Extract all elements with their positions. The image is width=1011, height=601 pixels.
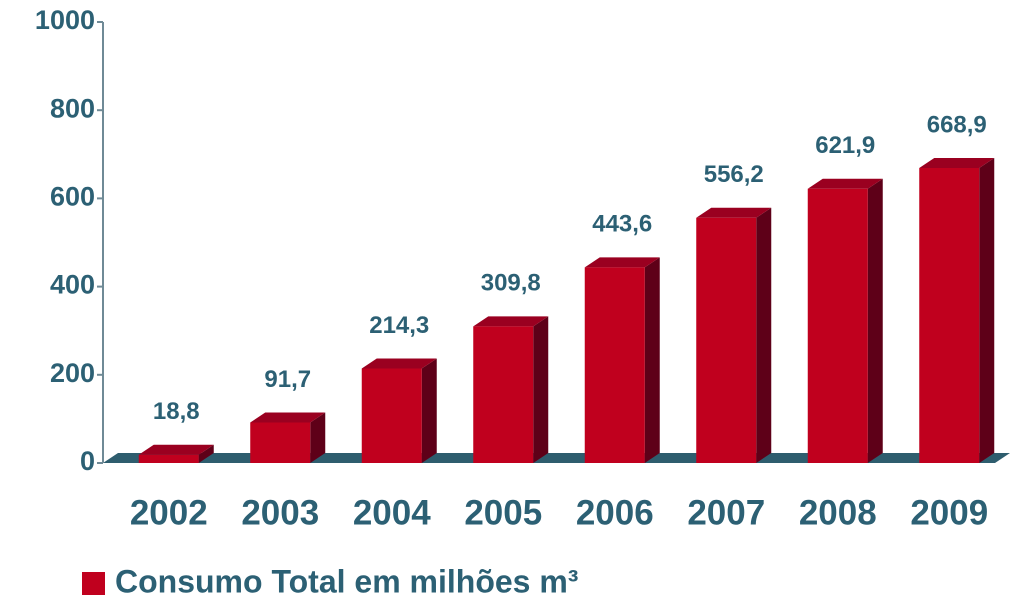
- bar-top: [584, 257, 660, 268]
- bar-side: [979, 158, 995, 463]
- x-tick-label: 2005: [464, 493, 542, 532]
- bar-side: [310, 412, 326, 463]
- bar: [807, 178, 883, 463]
- bar: [138, 444, 214, 463]
- bar-front: [473, 326, 534, 463]
- bar-top: [473, 316, 549, 327]
- bar-side: [421, 358, 437, 463]
- bar: [361, 358, 437, 463]
- x-tick-label: 2009: [910, 493, 988, 532]
- x-tick-label: 2002: [130, 493, 208, 532]
- value-label: 668,9: [927, 111, 987, 138]
- bar-side: [533, 316, 549, 463]
- value-label: 621,9: [815, 132, 875, 159]
- value-label: 91,7: [264, 366, 311, 393]
- y-tick-label: 600: [50, 182, 95, 212]
- bar-side: [198, 444, 214, 463]
- legend-swatch: [82, 572, 105, 595]
- bar: [473, 316, 549, 463]
- bar: [919, 158, 995, 463]
- value-label: 443,6: [592, 211, 652, 238]
- bar: [696, 207, 772, 463]
- x-tick-label: 2007: [687, 493, 765, 532]
- value-label: 18,8: [153, 398, 200, 425]
- bar-side: [644, 257, 660, 463]
- bar-top: [361, 358, 437, 369]
- bar-front: [696, 217, 757, 463]
- bar-top: [138, 444, 214, 455]
- bar-front: [919, 168, 980, 463]
- floor: [103, 453, 1010, 463]
- y-tick-label: 200: [50, 358, 95, 388]
- value-label: 214,3: [369, 312, 429, 339]
- bar-front: [584, 267, 645, 463]
- bar-front: [138, 454, 199, 463]
- y-tick-label: 0: [80, 446, 95, 476]
- bar-front: [250, 422, 311, 463]
- value-label: 556,2: [704, 161, 764, 188]
- bar-top: [807, 178, 883, 189]
- x-tick-label: 2008: [799, 493, 877, 532]
- y-tick-label: 1000: [35, 5, 95, 35]
- bar-side: [867, 178, 883, 463]
- bar-front: [361, 368, 422, 463]
- value-label: 309,8: [481, 270, 541, 297]
- y-tick-label: 800: [50, 93, 95, 123]
- x-tick-label: 2006: [576, 493, 654, 532]
- x-tick-label: 2004: [353, 493, 431, 532]
- bar-top: [919, 158, 995, 169]
- bar: [584, 257, 660, 463]
- bar-top: [696, 207, 772, 218]
- bar: [250, 412, 326, 463]
- bar-side: [756, 207, 772, 463]
- bar-front: [807, 188, 868, 463]
- x-tick-label: 2003: [241, 493, 319, 532]
- y-tick-label: 400: [50, 270, 95, 300]
- bar-top: [250, 412, 326, 423]
- legend-label: Consumo Total em milhões m³: [115, 563, 578, 599]
